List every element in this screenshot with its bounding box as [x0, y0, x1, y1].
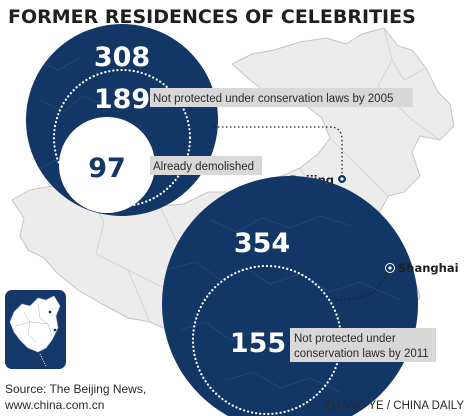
beijing-189-value: 189 — [94, 84, 150, 115]
source-line-2: www.china.com.cn — [4, 398, 104, 412]
credit: ZHANG YE / CHINA DAILY — [325, 400, 464, 412]
beijing-97-bubble — [59, 117, 155, 213]
beijing-97-value: 97 — [88, 153, 126, 184]
shanghai-total-value: 354 — [234, 228, 290, 259]
shanghai-155-value: 155 — [230, 328, 286, 359]
chart-title: FORMER RESIDENCES OF CELEBRITIES — [8, 6, 416, 28]
beijing-189-label-box — [150, 88, 413, 107]
shanghai-155-label-line2: conservation laws by 2011 — [294, 348, 429, 360]
city-dot-icon — [337, 174, 347, 184]
shanghai-155-label-box — [290, 328, 436, 362]
source-line-1: Source: The Beijing News, — [5, 382, 146, 396]
shanghai-city-label: Shanghai — [398, 261, 459, 275]
beijing-total-value: 308 — [94, 42, 150, 73]
beijing-97-label: Already demolished — [153, 161, 254, 173]
beijing-189-label: Not protected under conservation laws by… — [153, 93, 393, 105]
shanghai-leader-line — [335, 271, 389, 301]
city-dot-icon — [385, 263, 395, 273]
beijing-group: 308 189 97 Not protected under conservat… — [26, 24, 413, 216]
shanghai-155-label-line1: Not protected under — [294, 333, 396, 345]
shanghai-group: 354 155 Not protected under conservation… — [162, 176, 459, 416]
beijing-leader-line — [214, 126, 343, 175]
beijing-97-label-box — [150, 156, 262, 175]
china-inset-map-icon — [5, 290, 66, 369]
